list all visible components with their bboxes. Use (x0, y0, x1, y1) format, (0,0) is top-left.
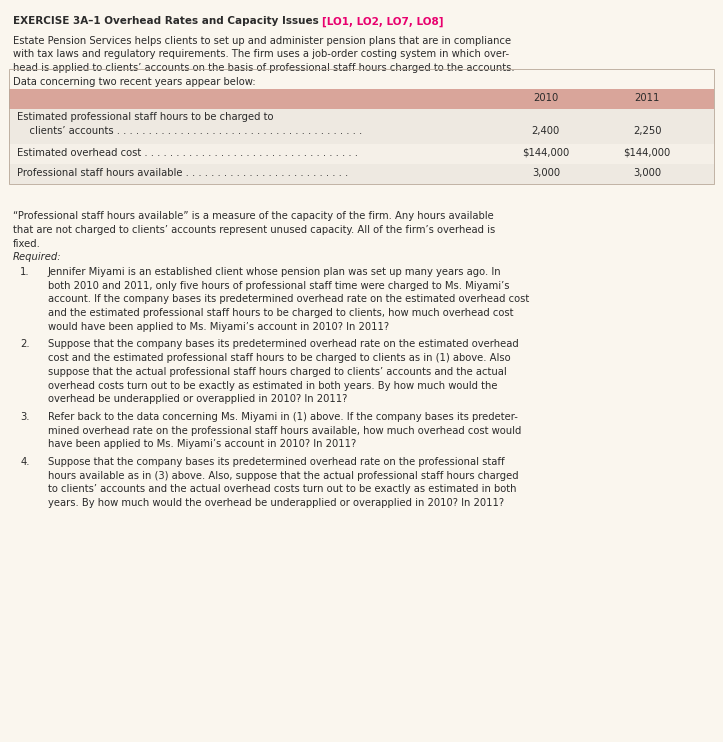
Text: 3,000: 3,000 (633, 168, 661, 178)
Text: EXERCISE 3A–1 Overhead Rates and Capacity Issues: EXERCISE 3A–1 Overhead Rates and Capacit… (13, 16, 322, 26)
Text: $144,000: $144,000 (522, 148, 570, 158)
Text: 3,000: 3,000 (532, 168, 560, 178)
Text: Professional staff hours available . . . . . . . . . . . . . . . . . . . . . . .: Professional staff hours available . . .… (17, 168, 348, 178)
Text: cost and the estimated professional staff hours to be charged to clients as in (: cost and the estimated professional staf… (48, 353, 510, 363)
Text: Estimated overhead cost . . . . . . . . . . . . . . . . . . . . . . . . . . . . : Estimated overhead cost . . . . . . . . … (17, 148, 358, 158)
Text: both 2010 and 2011, only five hours of professional staff time were charged to M: both 2010 and 2011, only five hours of p… (48, 280, 509, 291)
Text: hours available as in (3) above. Also, suppose that the actual professional staf: hours available as in (3) above. Also, s… (48, 470, 518, 481)
FancyBboxPatch shape (9, 164, 714, 184)
Text: 3.: 3. (20, 412, 30, 421)
Text: head is applied to clients’ accounts on the basis of professional staff hours ch: head is applied to clients’ accounts on … (13, 63, 515, 73)
Text: fixed.: fixed. (13, 239, 41, 249)
Text: have been applied to Ms. Miyami’s account in 2010? In 2011?: have been applied to Ms. Miyami’s accoun… (48, 439, 356, 449)
Text: “Professional staff hours available” is a measure of the capacity of the firm. A: “Professional staff hours available” is … (13, 211, 494, 221)
Text: 2,250: 2,250 (633, 126, 662, 136)
Text: 2011: 2011 (634, 93, 660, 103)
Text: and the estimated professional staff hours to be charged to clients, how much ov: and the estimated professional staff hou… (48, 308, 513, 318)
Text: Suppose that the company bases its predetermined overhead rate on the profession: Suppose that the company bases its prede… (48, 457, 505, 467)
Text: 2,400: 2,400 (531, 126, 560, 136)
Text: Jennifer Miyami is an established client whose pension plan was set up many year: Jennifer Miyami is an established client… (48, 267, 501, 277)
Text: 4.: 4. (20, 457, 30, 467)
Text: overhead costs turn out to be exactly as estimated in both years. By how much wo: overhead costs turn out to be exactly as… (48, 381, 497, 390)
Text: Estimated professional staff hours to be charged to: Estimated professional staff hours to be… (17, 112, 273, 122)
Text: that are not charged to clients’ accounts represent unused capacity. All of the : that are not charged to clients’ account… (13, 225, 495, 235)
Text: suppose that the actual professional staff hours charged to clients’ accounts an: suppose that the actual professional sta… (48, 367, 507, 377)
Text: 1.: 1. (20, 267, 30, 277)
Text: $144,000: $144,000 (623, 148, 671, 158)
Text: years. By how much would the overhead be underapplied or overapplied in 2010? In: years. By how much would the overhead be… (48, 498, 504, 508)
FancyBboxPatch shape (9, 109, 714, 144)
Text: account. If the company bases its predetermined overhead rate on the estimated o: account. If the company bases its predet… (48, 295, 529, 304)
Text: mined overhead rate on the professional staff hours available, how much overhead: mined overhead rate on the professional … (48, 425, 521, 436)
Text: to clients’ accounts and the actual overhead costs turn out to be exactly as est: to clients’ accounts and the actual over… (48, 485, 516, 494)
Text: would have been applied to Ms. Miyami’s account in 2010? In 2011?: would have been applied to Ms. Miyami’s … (48, 322, 389, 332)
Text: 2.: 2. (20, 339, 30, 349)
Text: Suppose that the company bases its predetermined overhead rate on the estimated : Suppose that the company bases its prede… (48, 339, 518, 349)
Text: overhead be underapplied or overapplied in 2010? In 2011?: overhead be underapplied or overapplied … (48, 394, 347, 404)
Text: [LO1, LO2, LO7, LO8]: [LO1, LO2, LO7, LO8] (322, 16, 444, 27)
Text: Required:: Required: (13, 252, 61, 263)
Text: with tax laws and regulatory requirements. The firm uses a job-order costing sys: with tax laws and regulatory requirement… (13, 49, 509, 59)
Text: clients’ accounts . . . . . . . . . . . . . . . . . . . . . . . . . . . . . . . : clients’ accounts . . . . . . . . . . . … (17, 126, 362, 136)
Text: Data concerning two recent years appear below:: Data concerning two recent years appear … (13, 76, 256, 87)
FancyBboxPatch shape (9, 144, 714, 164)
Text: 2010: 2010 (534, 93, 558, 103)
Text: Estate Pension Services helps clients to set up and administer pension plans tha: Estate Pension Services helps clients to… (13, 36, 511, 45)
FancyBboxPatch shape (9, 89, 714, 109)
Text: Refer back to the data concerning Ms. Miyami in (1) above. If the company bases : Refer back to the data concerning Ms. Mi… (48, 412, 518, 421)
